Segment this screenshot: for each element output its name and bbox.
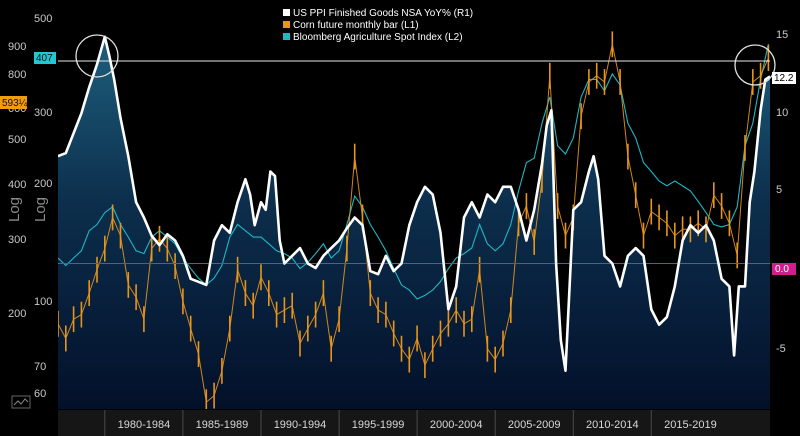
chart-type-toggle-icon[interactable] <box>11 395 31 409</box>
x-axis-tick: 1980-1984 <box>118 419 171 431</box>
agriculture-axis: 500 300 200 100 70 60 <box>34 13 52 400</box>
x-axis: 1980-1984 1985-1989 1990-1994 1995-1999 2000… <box>104 410 717 436</box>
corn-last-value: 593¼ <box>2 97 28 109</box>
ppi-area-path <box>58 36 770 409</box>
agriculture-axis-tick: 300 <box>34 107 52 119</box>
ppi-axis-tick: 15 <box>776 29 788 41</box>
zero-line-value: 0.0 <box>775 264 789 275</box>
x-axis-tick: 1990-1994 <box>274 419 327 431</box>
agriculture-axis-log-label: Log <box>32 197 49 222</box>
corn-last-value-badge: 593¼ <box>0 96 28 109</box>
agriculture-last-value: 407 <box>36 53 53 64</box>
corn-axis-tick: 300 <box>8 234 26 246</box>
agriculture-axis-tick: 500 <box>34 13 52 25</box>
legend-swatch-corn <box>283 21 290 28</box>
legend-item-agriculture: Bloomberg Agriculture Spot Index (L2) <box>293 32 463 43</box>
ppi-axis-tick: 10 <box>776 107 788 119</box>
corn-axis-log-label: Log <box>6 197 23 222</box>
corn-axis: 900 800 600 500 400 300 200 <box>8 41 26 320</box>
x-axis-tick: 2010-2014 <box>586 419 639 431</box>
agriculture-axis-tick: 100 <box>34 296 52 308</box>
agriculture-axis-tick: 70 <box>34 361 46 373</box>
legend-swatch-ppi <box>283 9 290 16</box>
peak-2022-highlight-circle <box>734 44 776 86</box>
corn-axis-tick: 200 <box>8 308 26 320</box>
ppi-last-value: 12.2 <box>774 73 794 84</box>
x-axis-tick: 2015-2019 <box>664 419 717 431</box>
agriculture-axis-tick: 200 <box>34 178 52 190</box>
x-axis-tick: 2005-2009 <box>508 419 561 431</box>
peak-1980-highlight-circle <box>75 34 119 78</box>
zero-line-badge: 0.0 <box>772 263 796 275</box>
ppi-last-value-badge: 12.2 <box>772 72 796 84</box>
agriculture-last-value-badge: 407 <box>34 52 56 64</box>
ppi-axis-tick: -5 <box>776 343 786 355</box>
corn-line <box>58 44 769 404</box>
agriculture-axis-tick: 60 <box>34 388 46 400</box>
x-axis-tick: 1995-1999 <box>352 419 405 431</box>
legend: US PPI Finished Goods NSA YoY% (R1) Corn… <box>280 4 476 44</box>
ppi-series <box>58 35 770 373</box>
ppi-area-fill <box>58 36 770 409</box>
x-axis-tick: 1985-1989 <box>196 419 249 431</box>
x-axis-tick: 2000-2004 <box>430 419 483 431</box>
ppi-line <box>58 35 770 373</box>
corn-axis-tick: 500 <box>8 134 26 146</box>
corn-axis-tick: 400 <box>8 179 26 191</box>
legend-swatch-agriculture <box>283 33 290 40</box>
corn-axis-tick: 900 <box>8 41 26 53</box>
legend-item-ppi: US PPI Finished Goods NSA YoY% (R1) <box>293 8 473 19</box>
ppi-axis-tick: 5 <box>776 184 782 196</box>
corn-axis-tick: 800 <box>8 69 26 81</box>
corn-future-series <box>58 31 770 409</box>
agriculture-index-line <box>58 43 769 300</box>
legend-item-corn: Corn future monthly bar (L1) <box>293 20 419 31</box>
